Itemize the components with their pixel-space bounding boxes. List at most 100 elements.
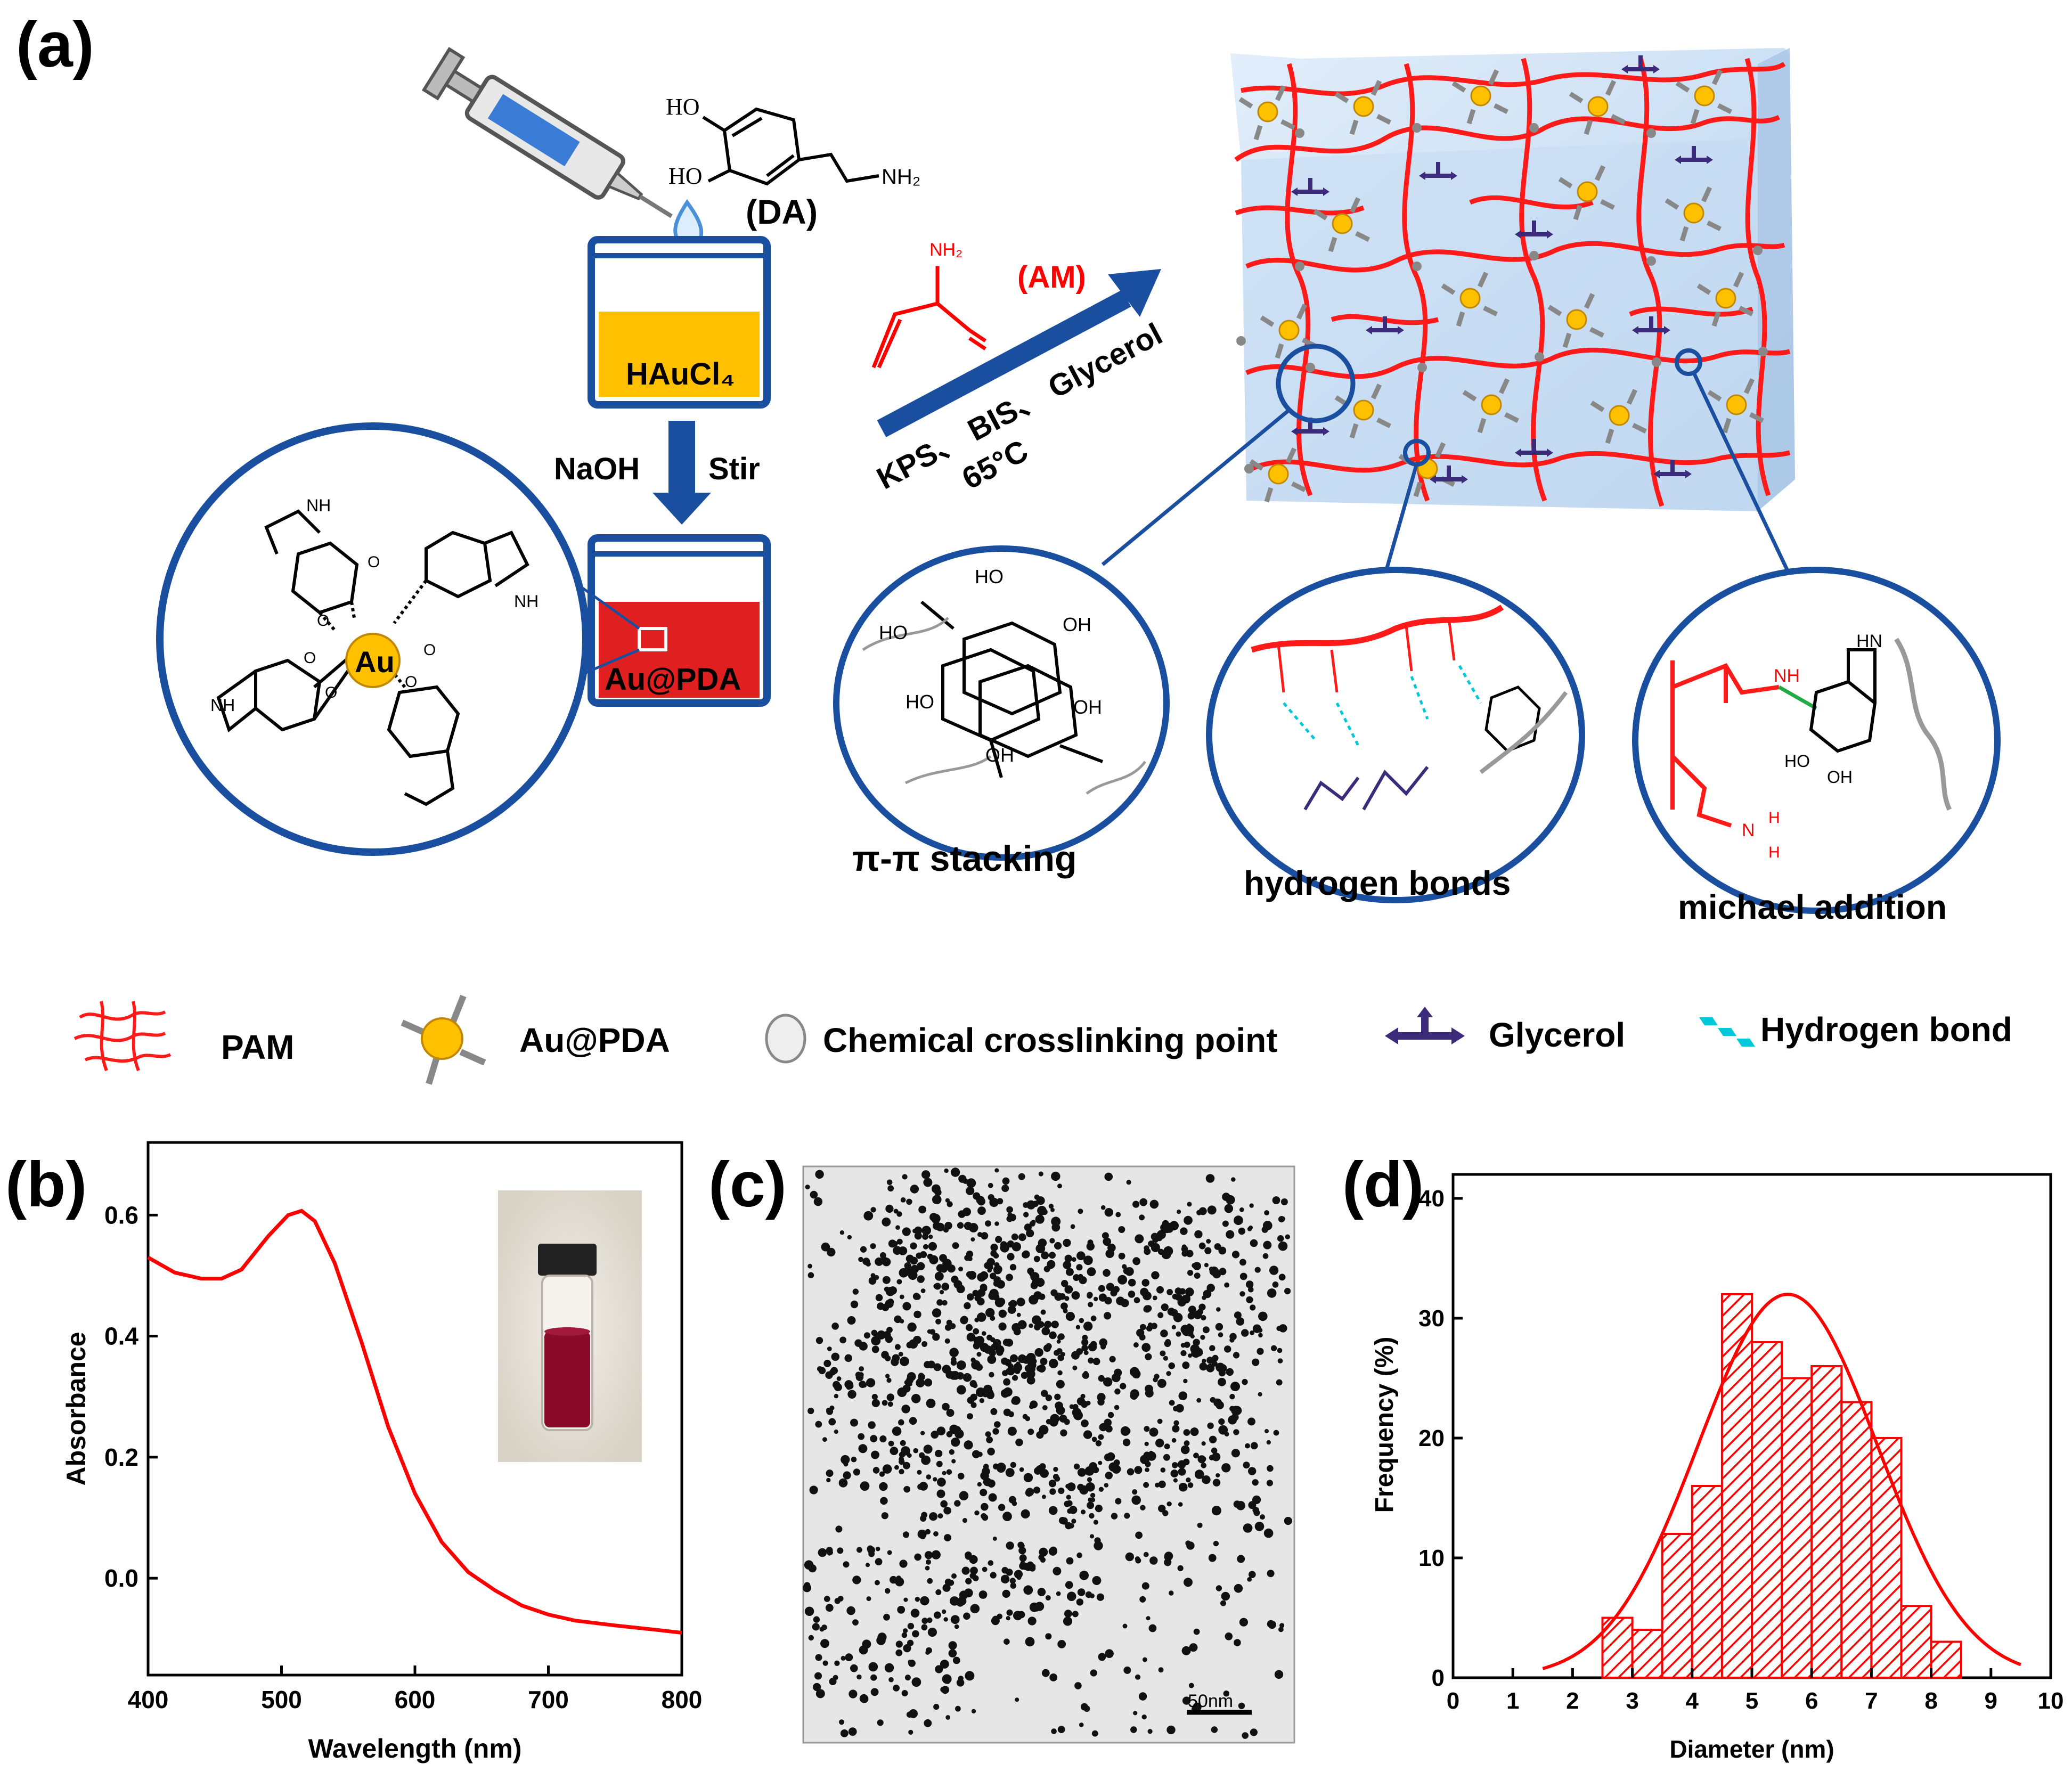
monomer-nh2: NH₂ — [929, 240, 962, 260]
vial-photo-inset — [498, 1190, 642, 1462]
x-tick-label: 600 — [395, 1686, 436, 1713]
complex-group: O — [325, 684, 337, 701]
complex-group: NH — [306, 496, 331, 515]
panel-d-y-ticks: 0 10 20 30 40 — [1418, 1186, 1463, 1691]
michael-addition-label: michael addition — [1678, 888, 1947, 926]
dopamine-structure — [702, 107, 879, 186]
complex-group: O — [317, 612, 329, 630]
panel-b-label: (b) — [5, 1149, 87, 1220]
step-stir: Stir — [708, 452, 760, 486]
hydrogen-bonds-zoom — [1206, 567, 1585, 903]
panel-b-y-ticks: 0.0 0.2 0.4 0.6 — [104, 1201, 158, 1592]
zoom-line — [1383, 463, 1419, 576]
michael-group: H — [1768, 844, 1780, 861]
reaction-arrow-icon — [877, 269, 1161, 437]
x-tick-label: 10 — [2038, 1688, 2064, 1714]
pi-group: HO — [879, 622, 908, 643]
legend-label-crosslink: Chemical crosslinking point — [823, 1021, 1278, 1059]
panel-b-xlabel: Wavelength (nm) — [308, 1734, 522, 1763]
complex-group: O — [423, 641, 436, 659]
x-tick-label: 500 — [261, 1686, 302, 1713]
x-tick-label: 7 — [1865, 1688, 1878, 1714]
au-pda-legend-icon — [401, 994, 486, 1085]
panel-d-ylabel: Frequency (%) — [1371, 1337, 1399, 1513]
michael-group: H — [1768, 809, 1780, 827]
glycerol-legend-icon — [1385, 1007, 1465, 1044]
pi-group: OH — [1063, 614, 1091, 635]
legend: PAM Au@PDA Chemical crosslinking point G… — [74, 994, 2012, 1085]
panel-d-x-ticks: 0 1 2 3 4 5 6 7 8 9 10 — [1447, 1668, 2064, 1714]
pi-group: HO — [975, 566, 1004, 587]
x-tick-label: 5 — [1745, 1688, 1758, 1714]
absorbance-curve — [147, 1209, 682, 1635]
panel-d: (d) 0 10 20 30 40 0 1 2 3 4 5 6 7 8 9 10 Diameter (nm)… — [1342, 1149, 2063, 1763]
complex-group: NH — [514, 592, 539, 611]
syringe-icon — [421, 47, 673, 218]
x-tick-label: 2 — [1566, 1688, 1579, 1714]
gaussian-fit-curve — [1542, 1292, 2021, 1670]
dopamine-label: (DA) — [746, 193, 818, 231]
dopamine-oh-top: HO — [666, 94, 700, 120]
x-tick-label: 4 — [1686, 1688, 1699, 1714]
michael-group: N — [1742, 820, 1755, 840]
au-atom-icon — [345, 633, 401, 688]
histogram-bar — [1810, 1365, 1843, 1679]
x-tick-label: 9 — [1985, 1688, 1997, 1714]
hydrogen-bonds-label: hydrogen bonds — [1244, 864, 1511, 902]
y-tick-label: 0.0 — [104, 1564, 138, 1592]
pi-group: HO — [906, 691, 934, 713]
legend-label-glycerol: Glycerol — [1489, 1016, 1625, 1054]
histogram-bar — [1870, 1437, 1903, 1679]
y-tick-label: 0.6 — [104, 1201, 138, 1229]
y-tick-label: 30 — [1418, 1305, 1445, 1332]
complex-group: O — [304, 649, 316, 667]
step-naoh: NaOH — [554, 452, 640, 486]
panel-d-label: (d) — [1342, 1149, 1424, 1220]
panel-a: (a) HO HO NH₂ (DA) HAu — [16, 9, 2001, 926]
michael-addition-zoom: NH HN HO OH N H H — [1632, 567, 2001, 914]
y-tick-label: 0.2 — [104, 1443, 138, 1471]
hydrogel-network — [1230, 48, 1795, 511]
x-tick-label: 3 — [1626, 1688, 1638, 1714]
histogram-bar — [1661, 1533, 1693, 1679]
histogram-bar — [1781, 1377, 1813, 1679]
x-tick-label: 400 — [128, 1686, 169, 1713]
pam-legend-icon — [74, 1001, 172, 1072]
hydrogen-bond-legend-icon — [1699, 1017, 1755, 1047]
x-tick-label: 800 — [662, 1686, 703, 1713]
michael-group: OH — [1827, 767, 1853, 787]
x-tick-label: 8 — [1924, 1688, 1937, 1714]
x-tick-label: 0 — [1447, 1688, 1459, 1714]
panel-c-label: (c) — [708, 1149, 787, 1220]
down-arrow-icon — [652, 421, 711, 525]
beaker2-label: Au@PDA — [605, 662, 741, 697]
pi-group: OH — [985, 744, 1014, 766]
panel-d-xlabel: Diameter (nm) — [1669, 1735, 1834, 1763]
beaker-aupda — [588, 534, 771, 707]
x-tick-label: 1 — [1506, 1688, 1519, 1714]
y-tick-label: 0 — [1432, 1665, 1445, 1691]
panel-b-ylabel: Absorbance — [61, 1332, 91, 1486]
legend-label-aupda: Au@PDA — [519, 1021, 670, 1059]
au-complex: Au NH NH NH O O O O O O — [156, 422, 590, 856]
michael-group: HO — [1784, 752, 1810, 771]
complex-group: NH — [210, 696, 235, 715]
pi-stacking-label: π-π stacking — [852, 838, 1077, 879]
dopamine-oh-bottom: HO — [668, 163, 703, 189]
au-atom-label: Au — [355, 645, 395, 679]
monomer-label: (AM) — [1017, 260, 1086, 295]
complex-group: O — [368, 553, 380, 571]
zoom-line — [1692, 372, 1792, 576]
histogram-bar — [1691, 1485, 1723, 1679]
legend-label-pam: PAM — [221, 1028, 294, 1066]
pi-group: OH — [1073, 696, 1102, 718]
histogram-bar — [1930, 1640, 1962, 1679]
michael-group: HN — [1856, 631, 1882, 651]
panel-b-x-ticks: 400 500 600 700 800 — [128, 1665, 703, 1713]
histogram-bars — [1601, 1293, 1962, 1679]
histogram-bar — [1720, 1293, 1753, 1679]
scale-bar-label: 50nm — [1188, 1691, 1233, 1711]
panel-c: (c) 50nm — [708, 1149, 1295, 1744]
dopamine-amine: NH₂ — [882, 165, 920, 189]
